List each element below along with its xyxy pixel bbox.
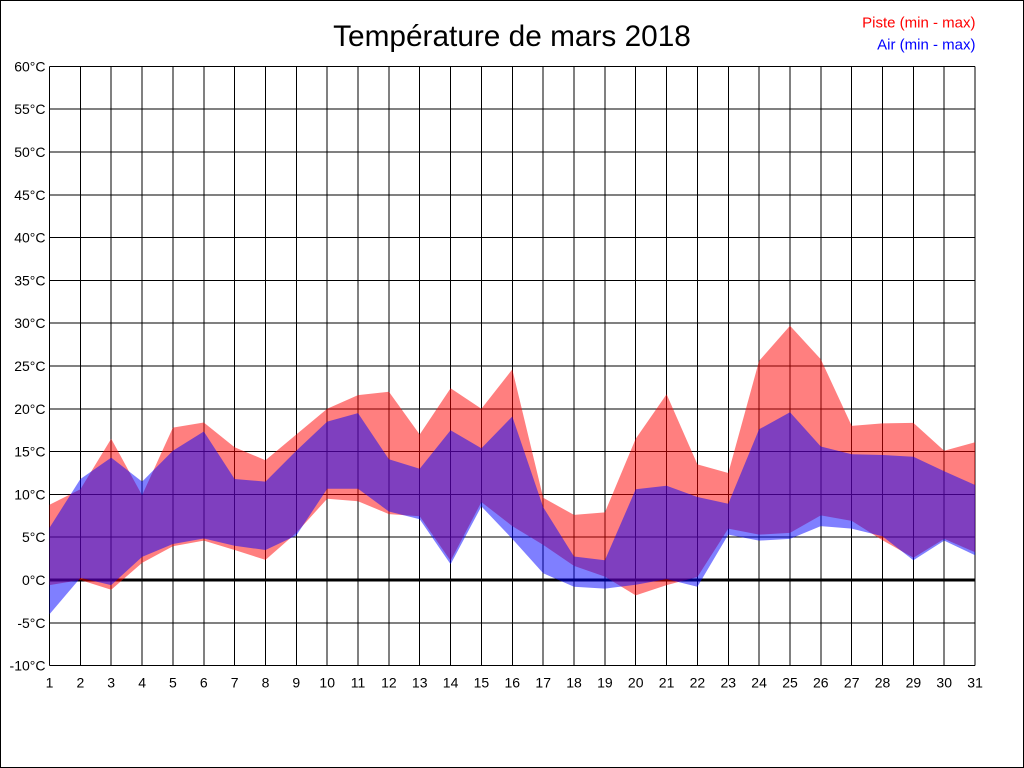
svg-text:17: 17 (535, 675, 551, 691)
svg-text:5°C: 5°C (22, 529, 46, 545)
svg-text:20: 20 (628, 675, 644, 691)
svg-text:28: 28 (875, 675, 891, 691)
svg-text:Température de mars 2018: Température de mars 2018 (333, 20, 691, 53)
svg-text:5: 5 (169, 675, 177, 691)
svg-text:30: 30 (936, 675, 952, 691)
svg-text:6: 6 (200, 675, 208, 691)
svg-text:10°C: 10°C (14, 486, 45, 502)
svg-text:35°C: 35°C (14, 272, 45, 288)
svg-text:11: 11 (351, 675, 366, 691)
svg-text:19: 19 (597, 675, 613, 691)
svg-text:16: 16 (505, 675, 521, 691)
svg-text:22: 22 (690, 675, 706, 691)
svg-text:14: 14 (443, 675, 459, 691)
svg-text:25°C: 25°C (14, 358, 45, 374)
svg-text:-10°C: -10°C (10, 658, 46, 674)
svg-text:40°C: 40°C (14, 230, 45, 246)
svg-text:7: 7 (231, 675, 239, 691)
svg-text:25: 25 (782, 675, 798, 691)
svg-text:15: 15 (474, 675, 490, 691)
svg-text:Piste (min - max): Piste (min - max) (862, 15, 975, 32)
svg-text:30°C: 30°C (14, 315, 45, 331)
svg-text:31: 31 (967, 675, 983, 691)
svg-text:26: 26 (813, 675, 829, 691)
svg-text:29: 29 (906, 675, 922, 691)
svg-text:1: 1 (46, 675, 54, 691)
svg-text:3: 3 (107, 675, 115, 691)
svg-text:55°C: 55°C (14, 101, 45, 117)
svg-text:-5°C: -5°C (17, 615, 45, 631)
svg-text:15°C: 15°C (14, 444, 45, 460)
svg-text:23: 23 (721, 675, 737, 691)
svg-text:45°C: 45°C (14, 187, 45, 203)
svg-text:27: 27 (844, 675, 860, 691)
svg-text:12: 12 (381, 675, 397, 691)
svg-text:18: 18 (566, 675, 582, 691)
svg-text:4: 4 (138, 675, 146, 691)
svg-text:Air (min - max): Air (min - max) (877, 36, 975, 53)
svg-text:21: 21 (659, 675, 675, 691)
svg-text:2: 2 (77, 675, 85, 691)
svg-text:10: 10 (319, 675, 335, 691)
svg-text:13: 13 (412, 675, 428, 691)
svg-text:20°C: 20°C (14, 401, 45, 417)
svg-text:50°C: 50°C (14, 144, 45, 160)
svg-text:8: 8 (262, 675, 270, 691)
svg-text:9: 9 (292, 675, 300, 691)
svg-text:60°C: 60°C (14, 58, 45, 74)
svg-text:0°C: 0°C (22, 572, 46, 588)
svg-text:24: 24 (751, 675, 767, 691)
